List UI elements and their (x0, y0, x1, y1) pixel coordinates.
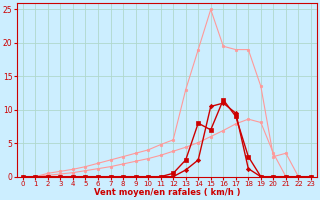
X-axis label: Vent moyen/en rafales ( km/h ): Vent moyen/en rafales ( km/h ) (94, 188, 240, 197)
